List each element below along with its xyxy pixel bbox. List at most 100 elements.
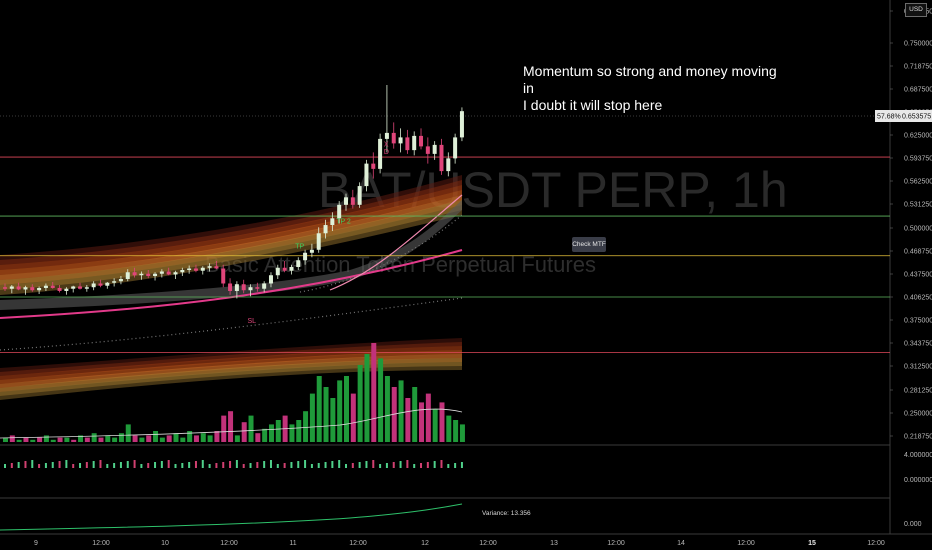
dotted-ma-line-upper [299,214,463,293]
volume-bar [337,380,343,442]
volume-bar [78,435,84,442]
price-tick-label: 0.281250 [904,388,932,395]
oscillator-bar [4,464,6,468]
candle-body [344,197,348,205]
oscillator-bar [188,462,191,468]
volume-bar [309,393,315,442]
volume-bar [275,420,281,442]
volume-bar [187,431,193,442]
annotation-note-line2: I doubt it will stop here [523,97,663,113]
volume-bar [180,437,186,442]
oscillator-bar [51,462,54,468]
oscillator-bar [113,463,116,468]
candle-body [159,271,164,274]
last-price-badge [875,110,932,122]
candle-body [350,197,355,205]
volume-bar [255,433,261,442]
candle-body [221,268,226,284]
candle-body [378,138,383,169]
oscillator-bar [10,463,13,468]
time-tick-label: 12 [421,540,429,547]
volume-bar [384,376,390,442]
price-tick-label: 0.406250 [904,295,932,302]
candle-body [405,137,410,151]
candle-body [193,268,198,271]
volume-bar [432,409,438,442]
ribbon-upper-band [0,200,462,290]
oscillator-bar [126,461,129,468]
candle-body [364,163,369,187]
candle-body [84,287,89,289]
candle-body [78,286,83,289]
candle-body [64,288,69,291]
time-tick-label: 12:00 [607,540,625,547]
signal-label: SL [248,318,257,325]
price-tick-label: 0.750000 [904,41,932,48]
oscillator-bar [44,463,47,468]
oscillator-bar [222,462,225,468]
volume-bar [419,402,425,442]
volume-bar [323,387,329,442]
check-mtf-button[interactable]: Check MTF [572,237,606,252]
volume-bar [50,439,56,442]
oscillator-bar [92,461,95,468]
candle-body [234,284,239,291]
candle-body [323,225,328,234]
oscillator-bar [338,460,341,468]
price-tick-label: 0.218750 [904,434,932,441]
volume-tick-label: 0.000000 [904,477,932,484]
candle-body [166,271,171,275]
time-tick-label: 12:00 [349,540,367,547]
candle-body [112,281,117,283]
candle-body [30,287,35,291]
candle-body [330,218,335,226]
candle-body [248,287,253,291]
oscillator-bar [229,461,232,468]
volume-bar [296,420,302,442]
candle-body [187,268,192,270]
candle-body [200,267,205,271]
oscillator-bar [72,464,75,468]
candle-body [214,266,219,269]
oscillator-bar [420,463,423,468]
price-tick-label: 0.718750 [904,64,932,71]
candle-body [105,282,110,286]
candle-body [412,135,417,151]
oscillator-bar [392,462,395,468]
candle-body [337,204,342,219]
candle-body [173,272,178,275]
candle-body [371,163,376,169]
volume-bar [248,415,254,442]
oscillator-bar [304,460,307,468]
currency-button[interactable]: USD [905,3,927,17]
candle-body [228,283,233,291]
time-tick-label: 9 [34,540,38,547]
price-tick-label: 0.687500 [904,87,932,94]
volume-bar [112,437,118,442]
volume-bar [125,424,131,442]
candle-body [439,144,444,172]
oscillator-bar [351,463,354,468]
variance-tick-label: 0.000 [904,521,922,528]
candle-body [309,249,314,253]
time-tick-label: 12:00 [737,540,755,547]
volume-bar [350,393,356,442]
candle-body [23,287,28,290]
volume-bar [166,435,172,442]
oscillator-bar [297,461,300,468]
candle-body [37,287,42,291]
candle-body [57,287,62,291]
oscillator-bar [201,460,204,468]
oscillator-bar [460,462,463,468]
candle-body [71,286,76,289]
volume-bar [146,435,152,442]
candle-body [268,275,273,284]
oscillator-bar [310,464,313,468]
oscillator-bar [263,461,266,468]
volume-bar [105,435,111,442]
last-price-pct: 57.68% [877,114,901,121]
candle-body [316,233,321,250]
candle-body [153,273,158,276]
